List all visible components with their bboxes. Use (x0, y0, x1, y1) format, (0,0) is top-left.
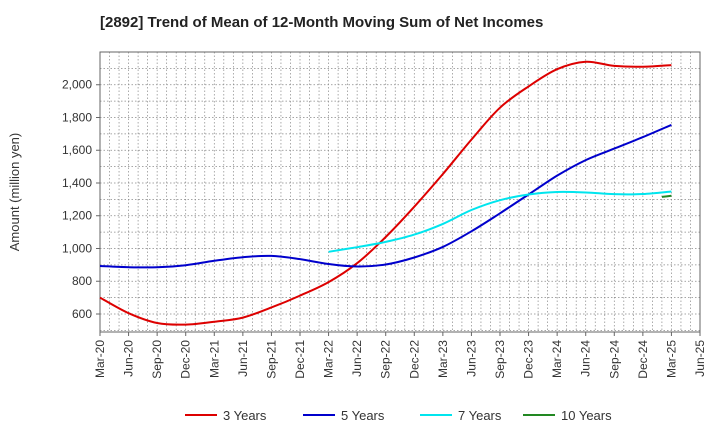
legend-label-5-years: 5 Years (341, 408, 385, 423)
x-tick-label: Dec-22 (407, 340, 421, 379)
x-tick-label: Sep-22 (379, 340, 393, 379)
y-axis-ticks: 600 800 1,000 1,200 1,400 1,600 1,800 2,000 (62, 78, 100, 321)
x-tick-label: Sep-20 (150, 340, 164, 379)
series-lines (99, 60, 672, 326)
series-line-10-years (661, 194, 672, 198)
x-tick-label: Jun-22 (350, 340, 364, 377)
x-tick-label: Jun-25 (693, 340, 707, 377)
x-tick-label: Sep-23 (493, 340, 507, 379)
series-line-5-years (99, 123, 672, 269)
legend-label-7-years: 7 Years (458, 408, 502, 423)
x-axis-ticks: Mar-20 Jun-20 Sep-20 Dec-20 Mar-21 Jun-21 Sep-… (93, 332, 707, 379)
x-tick-label: Jun-20 (122, 340, 136, 377)
y-tick-label: 1,000 (62, 241, 92, 255)
x-tick-label: Dec-24 (636, 340, 650, 379)
legend-label-3-years: 3 Years (223, 408, 267, 423)
y-tick-label: 1,400 (62, 176, 92, 190)
x-tick-label: Jun-24 (579, 340, 593, 377)
y-tick-label: 1,600 (62, 143, 92, 157)
x-tick-label: Dec-20 (179, 340, 193, 379)
plot-area (99, 51, 701, 333)
x-tick-label: Dec-21 (293, 340, 307, 379)
x-tick-label: Mar-23 (436, 340, 450, 378)
x-tick-label: Dec-23 (522, 340, 536, 379)
x-tick-label: Mar-24 (550, 340, 564, 378)
y-axis-title: Amount (million yen) (7, 133, 22, 252)
legend: 3 Years 5 Years 7 Years 10 Years (185, 408, 612, 423)
y-tick-label: 1,800 (62, 110, 92, 124)
legend-label-10-years: 10 Years (561, 408, 612, 423)
y-tick-label: 2,000 (62, 78, 92, 92)
x-tick-label: Mar-21 (207, 340, 221, 378)
y-tick-label: 600 (72, 307, 92, 321)
y-tick-label: 1,200 (62, 209, 92, 223)
x-tick-label: Sep-24 (607, 340, 621, 379)
x-tick-label: Sep-21 (264, 340, 278, 379)
grid-lines (100, 52, 700, 332)
x-tick-label: Mar-22 (322, 340, 336, 378)
chart-title: [2892] Trend of Mean of 12-Month Moving … (100, 14, 544, 31)
series-line-7-years (328, 190, 672, 253)
y-tick-label: 800 (72, 274, 92, 288)
x-tick-label: Jun-21 (236, 340, 250, 377)
x-tick-label: Mar-20 (93, 340, 107, 378)
x-tick-label: Mar-25 (664, 340, 678, 378)
x-tick-label: Jun-23 (464, 340, 478, 377)
series-line-3-years (99, 60, 672, 326)
